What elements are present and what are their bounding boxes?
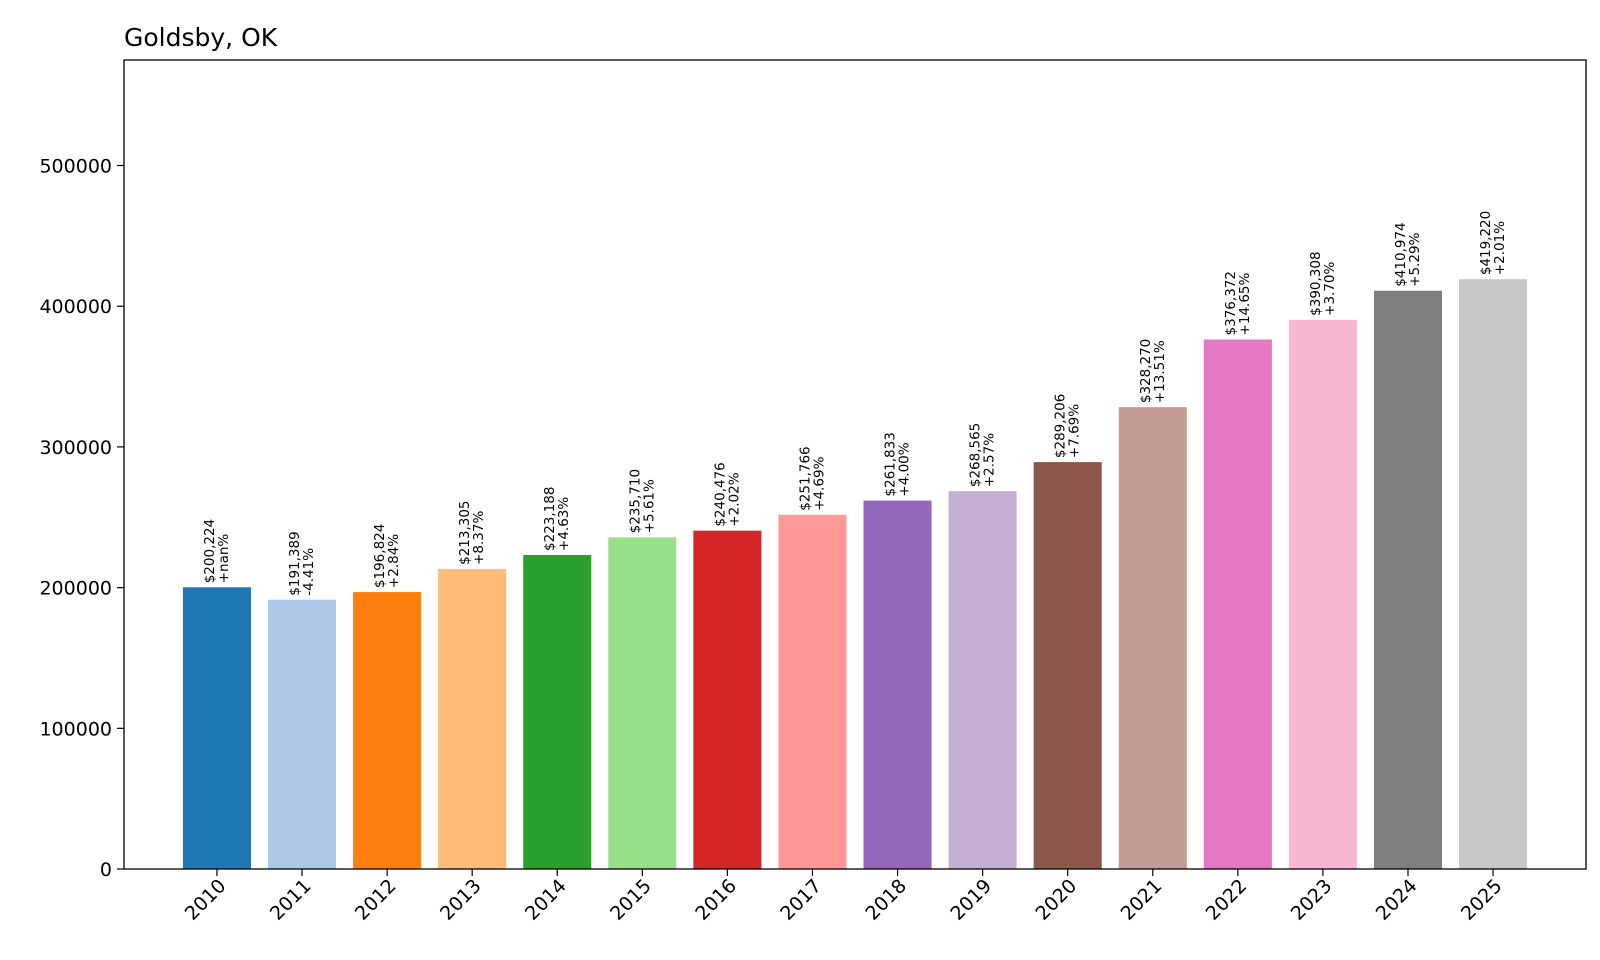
y-axis: 0 100000 200000 300000 400000 500000 <box>39 156 124 881</box>
x-tick-label: 2018 <box>861 875 911 925</box>
plot-frame <box>123 59 1587 870</box>
x-tick-label: 2024 <box>1372 875 1422 925</box>
bar-2022 <box>1203 339 1272 870</box>
bar-2010 <box>182 587 251 869</box>
bar-change-label: +4.69% <box>811 456 827 510</box>
x-tick-label: 2021 <box>1117 875 1167 925</box>
x-tick-label: 2011 <box>266 875 316 925</box>
bar-2021 <box>1118 407 1187 869</box>
bar-change-label: +nan% <box>216 534 232 584</box>
x-tick-label: 2014 <box>521 875 571 925</box>
x-tick-label: 2020 <box>1031 875 1081 925</box>
bar-value-label: $261,833 <box>883 432 899 496</box>
bar-change-label: +13.51% <box>1152 340 1168 403</box>
y-tick-label: 400000 <box>39 296 112 318</box>
bar-change-label: +14.65% <box>1237 273 1253 336</box>
bar-2020 <box>1033 462 1102 869</box>
bar-2012 <box>353 592 422 869</box>
y-tick-label: 300000 <box>39 437 112 459</box>
bar-2015 <box>608 537 677 869</box>
bar-change-label: +5.61% <box>641 479 657 533</box>
bar-value-label: $196,824 <box>372 524 388 588</box>
bar-change-label: +5.29% <box>1407 232 1423 286</box>
y-tick-label: 200000 <box>39 578 112 600</box>
bar-value-label: $328,270 <box>1138 339 1154 403</box>
bar-2018 <box>863 500 932 869</box>
bar-change-label: +4.63% <box>556 497 572 551</box>
x-tick-label: 2010 <box>181 875 231 925</box>
bar-value-label: $376,372 <box>1223 271 1239 335</box>
bar-change-label: +7.69% <box>1067 404 1083 458</box>
x-tick-label: 2025 <box>1457 875 1507 925</box>
bar-2025 <box>1459 279 1528 869</box>
x-tick-label: 2023 <box>1287 875 1337 925</box>
bar-value-label: $223,188 <box>542 487 558 551</box>
bar-change-label: +2.02% <box>726 472 742 526</box>
bar-value-label: $410,974 <box>1393 222 1409 286</box>
bar-change-label: +2.57% <box>982 433 998 487</box>
bar-change-label: +2.84% <box>386 534 402 588</box>
bar-change-label: +8.37% <box>471 511 487 565</box>
bar-change-label: -4.41% <box>301 548 317 596</box>
bar-2024 <box>1373 290 1443 869</box>
bar-change-label: +2.01% <box>1492 221 1508 275</box>
bar-value-label: $240,476 <box>712 462 728 526</box>
bar-value-label: $289,206 <box>1053 394 1069 458</box>
bar-value-label: $419,220 <box>1478 211 1494 275</box>
bar-value-label: $390,308 <box>1308 251 1324 315</box>
x-tick-label: 2022 <box>1202 875 1252 925</box>
bar-value-label: $268,565 <box>968 423 984 487</box>
bar-2017 <box>778 514 847 869</box>
x-tick-label: 2017 <box>776 875 826 925</box>
chart-title: Goldsby, OK <box>124 23 278 52</box>
x-axis: 2010 2011 2012 2013 2014 2015 2016 2017 2018 2019… <box>181 869 1507 925</box>
x-tick-label: 2016 <box>691 875 741 925</box>
y-tick-label: 0 <box>100 859 112 881</box>
bar-2023 <box>1288 319 1357 870</box>
bar-change-label: +3.70% <box>1322 261 1338 315</box>
bar-2019 <box>948 491 1017 869</box>
bar-2016 <box>693 530 762 869</box>
y-tick-label: 500000 <box>39 156 112 178</box>
bar-value-label: $200,224 <box>202 519 218 583</box>
bar-value-label: $213,305 <box>457 500 473 564</box>
x-tick-label: 2015 <box>606 875 656 925</box>
x-tick-label: 2019 <box>946 875 996 925</box>
bar-value-label: $251,766 <box>797 446 813 510</box>
bar-value-label: $191,389 <box>287 531 303 595</box>
x-tick-label: 2012 <box>351 875 401 925</box>
y-tick-label: 100000 <box>39 718 112 740</box>
bar-2011 <box>267 599 337 869</box>
x-tick-label: 2013 <box>436 875 486 925</box>
bar-2014 <box>523 554 592 869</box>
bars-layer <box>182 279 1528 870</box>
bar-labels-layer: $200,224+nan% $191,389-4.41% $196,824+2.84… <box>202 211 1508 596</box>
bar-value-label: $235,710 <box>627 469 643 533</box>
bar-2013 <box>438 568 507 869</box>
bar-change-label: +4.00% <box>897 442 913 496</box>
